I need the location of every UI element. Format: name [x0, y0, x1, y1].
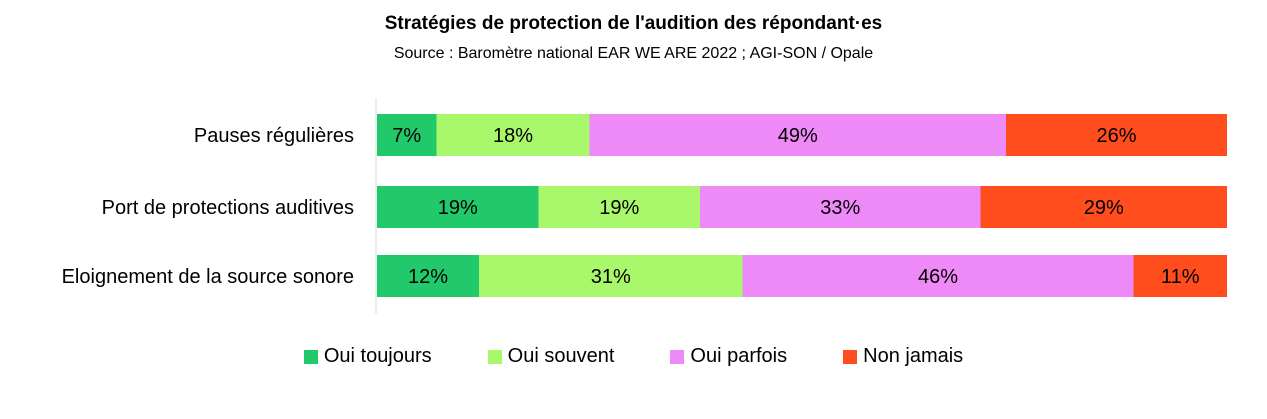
bar-segment	[1006, 114, 1227, 156]
legend-swatch	[303, 349, 318, 364]
data-label: 7%	[392, 125, 421, 147]
legend-label: Oui souvent	[507, 345, 615, 367]
bar-segment	[377, 255, 479, 297]
data-label: 49%	[778, 125, 818, 147]
data-label: 19%	[599, 197, 639, 219]
legend-swatch	[670, 349, 685, 364]
data-label: 29%	[1084, 197, 1124, 219]
bar-segment	[479, 255, 743, 297]
legend-label: Oui toujours	[323, 345, 432, 367]
legend-item: Oui souvent	[487, 345, 615, 368]
chart-legend: Oui toujours Oui souvent Oui parfois Non ja…	[0, 345, 1267, 368]
legend-swatch	[843, 349, 858, 364]
bar-segment	[377, 186, 539, 228]
bar-segment	[742, 255, 1134, 297]
category-label: Port de protections auditives	[102, 197, 354, 219]
legend-swatch	[487, 349, 502, 364]
legend-item: Oui toujours	[303, 345, 432, 368]
bar-segment	[436, 114, 590, 156]
bar-segment	[980, 186, 1227, 228]
chart-title: Stratégies de protection de l'audition d…	[384, 13, 883, 34]
data-label: 11%	[1161, 266, 1200, 288]
category-label: Pauses régulières	[194, 125, 354, 147]
data-label: 31%	[591, 266, 631, 288]
category-label: Eloignement de la source sonore	[62, 266, 354, 288]
legend-item: Non jamais	[843, 345, 963, 368]
data-label: 26%	[1096, 125, 1136, 147]
bar-segment	[589, 114, 1006, 156]
data-label: 46%	[918, 266, 958, 288]
bar-segment	[538, 186, 700, 228]
legend-item: Oui parfois	[670, 345, 787, 368]
data-label: 33%	[820, 197, 860, 219]
legend-label: Non jamais	[863, 345, 964, 367]
data-label: 19%	[438, 197, 478, 219]
data-label: 12%	[408, 266, 448, 288]
bar-segment	[1133, 255, 1227, 297]
data-label: 18%	[493, 125, 533, 147]
bar-segment	[700, 186, 981, 228]
bar-segment	[377, 114, 437, 156]
chart-subtitle: Source : Baromètre national EAR WE ARE 2…	[393, 45, 874, 62]
legend-label: Oui parfois	[690, 345, 788, 367]
